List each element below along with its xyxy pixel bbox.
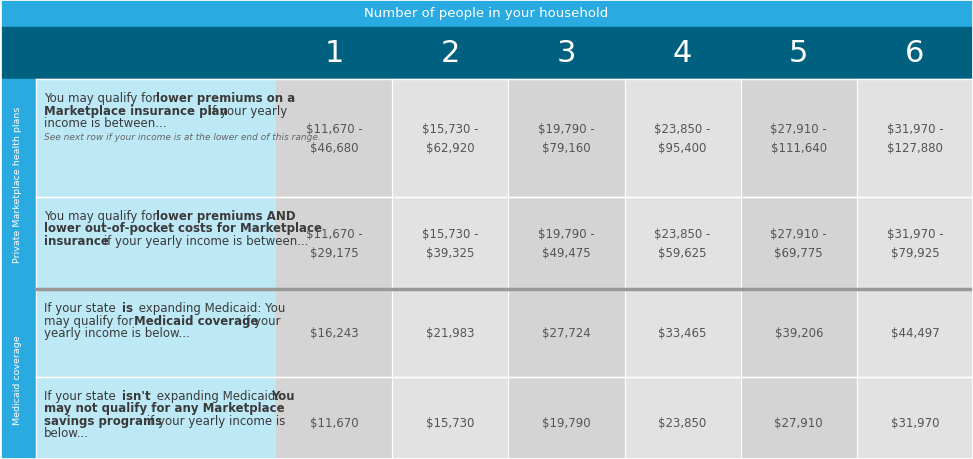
Bar [508,197,625,289]
Text: Medicaid coverage: Medicaid coverage [14,335,22,424]
Text: $39,206: $39,206 [775,327,823,340]
Text: Marketplace insurance plan: Marketplace insurance plan [44,104,228,117]
Bar [740,377,857,459]
Text: expanding Medicaid:: expanding Medicaid: [154,389,283,402]
Text: $15,730 -
$39,325: $15,730 - $39,325 [422,228,479,259]
Bar [0,28,973,80]
Text: $15,730 -
$62,920: $15,730 - $62,920 [422,123,479,155]
Text: if your yearly: if your yearly [205,104,287,117]
Text: $33,465: $33,465 [659,327,706,340]
Text: $23,850: $23,850 [659,417,706,430]
Text: $27,910: $27,910 [775,417,823,430]
Bar [508,289,625,377]
Text: 4: 4 [673,39,692,68]
Text: lower premiums on a: lower premiums on a [156,92,295,105]
Text: Private Marketplace health plans: Private Marketplace health plans [14,106,22,263]
Bar [857,197,973,289]
Text: yearly income is below...: yearly income is below... [44,326,190,339]
Bar [36,197,276,289]
Text: $31,970 -
$127,880: $31,970 - $127,880 [886,123,943,155]
Bar [276,80,392,197]
Text: $15,730: $15,730 [426,417,475,430]
Bar [392,80,508,197]
Text: 3: 3 [557,39,576,68]
Bar [740,80,857,197]
Text: insurance: insurance [44,235,109,247]
Bar [276,289,392,377]
Text: 6: 6 [905,39,924,68]
Text: $31,970 -
$79,925: $31,970 - $79,925 [886,228,943,259]
Text: savings programs: savings programs [44,414,162,427]
Bar [0,80,36,289]
Text: may not qualify for any Marketplace: may not qualify for any Marketplace [44,402,285,414]
Text: income is between...: income is between... [44,117,166,130]
Text: 5: 5 [789,39,809,68]
Text: $31,970: $31,970 [890,417,939,430]
Bar [508,80,625,197]
Text: lower premiums AND: lower premiums AND [156,210,296,223]
Text: $11,670 -
$46,680: $11,670 - $46,680 [306,123,363,155]
Bar [276,377,392,459]
Text: If your state: If your state [44,389,120,402]
Bar [392,377,508,459]
Text: If your state: If your state [44,302,120,314]
Text: $19,790: $19,790 [542,417,591,430]
Text: $27,724: $27,724 [542,327,591,340]
Bar [625,80,740,197]
Bar [0,0,973,28]
Text: below...: below... [44,426,89,440]
Text: isn't: isn't [123,389,151,402]
Text: $19,790 -
$79,160: $19,790 - $79,160 [538,123,595,155]
Text: is: is [123,302,133,314]
Text: You may qualify for: You may qualify for [44,210,162,223]
Text: See next row if your income is at the lower end of this range.: See next row if your income is at the lo… [44,133,321,142]
Bar [508,377,625,459]
Text: $44,497: $44,497 [890,327,939,340]
Text: $23,850 -
$59,625: $23,850 - $59,625 [655,228,710,259]
Bar [392,289,508,377]
Text: $19,790 -
$49,475: $19,790 - $49,475 [538,228,595,259]
Bar [0,289,36,459]
Bar [36,377,276,459]
Text: $23,850 -
$95,400: $23,850 - $95,400 [655,123,710,155]
Text: $11,670: $11,670 [309,417,358,430]
Bar [36,289,276,377]
Text: Medicaid coverage: Medicaid coverage [133,314,258,327]
Bar [36,80,276,197]
Bar [625,289,740,377]
Bar [625,197,740,289]
Text: $27,910 -
$111,640: $27,910 - $111,640 [771,123,827,155]
Bar [857,80,973,197]
Text: $11,670 -
$29,175: $11,670 - $29,175 [306,228,363,259]
Bar [740,197,857,289]
Text: $27,910 -
$69,775: $27,910 - $69,775 [771,228,827,259]
Text: You may qualify for: You may qualify for [44,92,162,105]
Bar [625,377,740,459]
Text: if your yearly income is: if your yearly income is [143,414,285,427]
Text: 2: 2 [441,39,460,68]
Bar [392,197,508,289]
Text: $21,983: $21,983 [426,327,475,340]
Text: expanding Medicaid: You: expanding Medicaid: You [135,302,285,314]
Text: lower out-of-pocket costs for Marketplace: lower out-of-pocket costs for Marketplac… [44,222,322,235]
Bar [740,289,857,377]
Text: Number of people in your household: Number of people in your household [364,7,609,21]
Text: if your yearly income is between...: if your yearly income is between... [100,235,308,247]
Text: You: You [271,389,295,402]
Text: $16,243: $16,243 [309,327,358,340]
Bar [857,377,973,459]
Text: 1: 1 [324,39,343,68]
Bar [857,289,973,377]
Text: if your: if your [239,314,280,327]
Bar [276,197,392,289]
Text: may qualify for: may qualify for [44,314,137,327]
